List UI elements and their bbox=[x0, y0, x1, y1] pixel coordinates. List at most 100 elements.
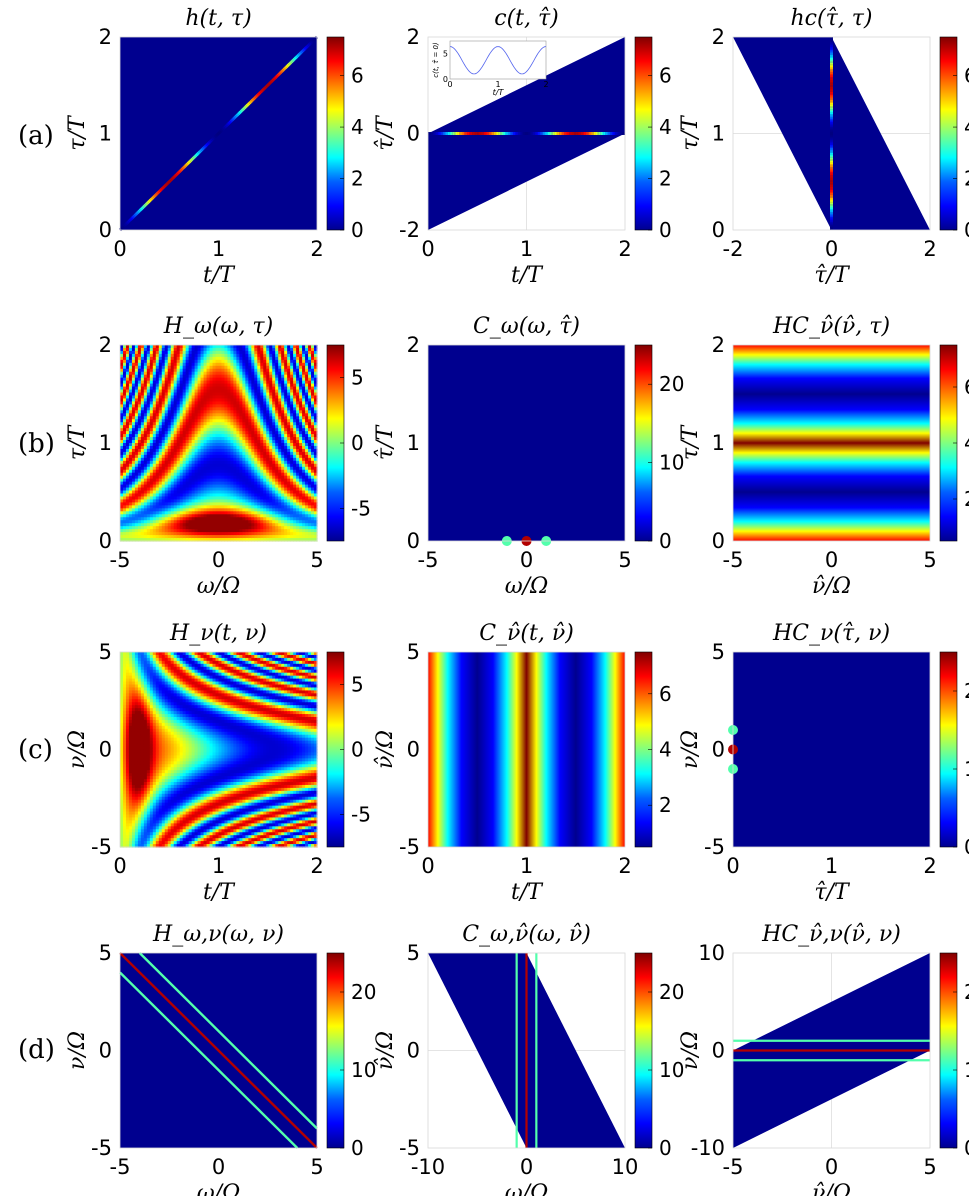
heatmap-cell bbox=[242, 502, 246, 506]
heatmap-cell bbox=[293, 481, 297, 486]
heatmap-cell bbox=[296, 526, 300, 530]
heatmap-cell bbox=[239, 413, 243, 417]
heatmap-cell bbox=[296, 416, 300, 420]
diagonal-ridge bbox=[238, 110, 242, 115]
heatmap-cell bbox=[134, 490, 139, 495]
heatmap-cell bbox=[191, 374, 196, 379]
heatmap-cell bbox=[179, 410, 184, 414]
heatmap-cell bbox=[266, 463, 270, 468]
heatmap-cell bbox=[308, 508, 312, 512]
heatmap-cell bbox=[236, 350, 240, 355]
heatmap-cell bbox=[197, 496, 202, 501]
diagonal-ridge bbox=[281, 68, 285, 72]
heatmap-cell bbox=[134, 407, 139, 411]
heatmap-cell bbox=[146, 466, 151, 471]
heatmap-cell bbox=[227, 350, 232, 355]
heatmap-cell bbox=[236, 416, 240, 420]
heatmap-cell bbox=[293, 523, 297, 527]
heatmap-cell bbox=[146, 416, 151, 420]
heatmap-cell bbox=[215, 392, 220, 397]
heatmap-cell bbox=[260, 345, 264, 349]
heatmap-cell bbox=[227, 472, 232, 477]
heatmap-cell bbox=[137, 517, 142, 521]
heatmap-cell bbox=[233, 422, 237, 426]
heatmap-cell bbox=[182, 481, 187, 486]
heatmap-cell bbox=[155, 538, 160, 542]
heatmap-cell bbox=[194, 457, 199, 462]
heatmap-cell bbox=[242, 496, 246, 501]
heatmap-cell bbox=[311, 535, 315, 539]
heatmap-cell bbox=[230, 428, 235, 432]
heatmap-cell bbox=[263, 413, 267, 417]
diagonal-ridge bbox=[311, 39, 315, 43]
heatmap-cell bbox=[311, 362, 315, 367]
heatmap-cell bbox=[251, 451, 255, 456]
heatmap-cell bbox=[203, 392, 208, 397]
heatmap-cell bbox=[164, 466, 169, 471]
diagonal-ridge bbox=[216, 132, 220, 136]
heatmap-cell bbox=[200, 413, 205, 417]
heatmap-cell bbox=[305, 380, 309, 385]
heatmap-cell bbox=[188, 493, 193, 498]
heatmap-cell bbox=[176, 538, 181, 542]
heatmap-cell bbox=[296, 413, 300, 417]
heatmap-cell bbox=[206, 505, 211, 509]
heatmap-cell bbox=[182, 374, 187, 379]
heatmap-cell bbox=[269, 475, 273, 480]
heatmap-cell bbox=[221, 392, 226, 397]
heatmap-cell bbox=[290, 440, 294, 444]
heatmap-cell bbox=[167, 478, 172, 483]
heatmap-cell bbox=[287, 484, 291, 489]
heatmap-cell bbox=[176, 532, 181, 536]
heatmap-cell bbox=[155, 511, 160, 515]
heatmap-cell bbox=[257, 451, 261, 456]
heatmap-cell bbox=[122, 505, 127, 509]
heatmap-cell bbox=[230, 395, 235, 400]
heatmap-cell bbox=[266, 508, 270, 512]
heatmap-cell bbox=[125, 356, 130, 361]
heatmap-cell bbox=[257, 454, 261, 459]
heatmap-cell bbox=[227, 416, 232, 420]
heatmap-cell bbox=[242, 365, 246, 370]
heatmap-cell bbox=[233, 353, 237, 358]
heatmap-cell bbox=[302, 493, 306, 498]
heatmap-cell bbox=[272, 350, 276, 355]
heatmap-cell bbox=[120, 478, 124, 483]
heatmap-cell bbox=[197, 353, 202, 358]
heatmap-cell bbox=[221, 419, 226, 423]
heatmap-cell bbox=[179, 514, 184, 518]
heatmap-cell bbox=[182, 365, 187, 370]
heatmap-cell bbox=[260, 529, 264, 533]
heatmap-cell bbox=[308, 422, 312, 426]
heatmap-cell bbox=[158, 523, 163, 527]
heatmap-cell bbox=[305, 371, 309, 376]
heatmap-cell bbox=[236, 374, 240, 379]
heatmap-cell bbox=[242, 407, 246, 411]
heatmap-cell bbox=[305, 463, 309, 468]
heatmap-cell bbox=[173, 532, 178, 536]
heatmap-cell bbox=[182, 445, 187, 450]
heatmap-cell bbox=[224, 407, 229, 411]
heatmap-cell bbox=[293, 377, 297, 382]
heatmap-cell bbox=[170, 487, 175, 492]
heatmap-cell bbox=[251, 499, 255, 503]
heatmap-cell bbox=[182, 523, 187, 527]
heatmap-cell bbox=[278, 353, 282, 358]
heatmap-cell bbox=[239, 431, 243, 435]
heatmap-cell bbox=[236, 526, 240, 530]
heatmap-cell bbox=[239, 383, 243, 388]
panel-a3: hc(τ̂, τ)τ̂/Tτ/T-2020120246 bbox=[678, 6, 969, 288]
heatmap-cell bbox=[170, 389, 175, 394]
heatmap-cell bbox=[155, 496, 160, 501]
heatmap-cell bbox=[266, 395, 270, 400]
x-tick-label: 0 bbox=[421, 237, 434, 261]
heatmap-cell bbox=[212, 440, 217, 444]
heatmap-cell bbox=[290, 529, 294, 533]
heatmap-cell bbox=[314, 529, 318, 533]
heatmap-cell bbox=[173, 368, 178, 373]
heatmap-cell bbox=[152, 457, 157, 462]
heatmap-cell bbox=[120, 799, 124, 804]
heatmap-cell bbox=[125, 472, 130, 477]
heatmap-cell bbox=[278, 463, 282, 468]
heatmap-cell bbox=[143, 440, 148, 444]
